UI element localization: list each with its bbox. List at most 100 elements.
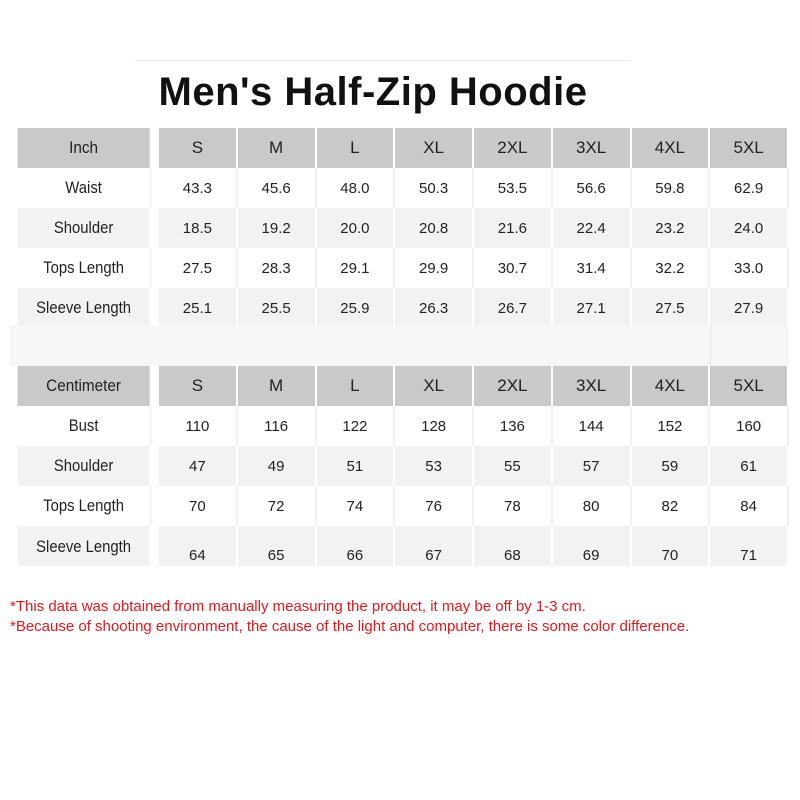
measurement-label: Tops Length	[17, 248, 152, 288]
measurement-value: 70	[159, 486, 238, 526]
measurement-value: 59	[631, 446, 711, 486]
measurement-value: 48.0	[316, 168, 396, 208]
table-row: Sleeve Length 25.1 25.5 25.9 26.3 26.7 27.1 27.…	[10, 288, 789, 328]
table-header-row: Centimeter S M L XL 2XL 3XL 4XL 5XL	[10, 366, 789, 406]
measurement-value: 62.9	[710, 168, 789, 208]
measurement-value: 144	[552, 406, 632, 446]
measurement-value: 69	[552, 526, 632, 566]
measurement-value: 72	[237, 486, 317, 526]
size-header: 2XL	[474, 366, 553, 406]
measurement-value: 19.2	[237, 208, 317, 248]
measurement-value: 31.4	[552, 248, 632, 288]
size-header: 2XL	[474, 128, 553, 168]
measurement-value: 66	[316, 526, 396, 566]
measurement-value: 61	[710, 446, 789, 486]
measurement-value: 74	[316, 486, 396, 526]
table-spacer	[10, 326, 789, 366]
table-row: Shoulder 18.5 19.2 20.0 20.8 21.6 22.4 23.2 24.0	[10, 208, 789, 248]
measurement-value: 24.0	[710, 208, 789, 248]
unit-header: Centimeter	[17, 366, 152, 406]
measurement-value: 71	[710, 526, 789, 566]
measurement-value: 20.8	[395, 208, 474, 248]
measurement-value: 56.6	[552, 168, 632, 208]
measurement-value: 21.6	[474, 208, 553, 248]
measurement-value: 45.6	[237, 168, 317, 208]
measurement-value: 30.7	[474, 248, 553, 288]
table-row: Tops Length 27.5 28.3 29.1 29.9 30.7 31.4 32.2 3…	[10, 248, 789, 288]
measurement-value: 29.1	[316, 248, 396, 288]
page-title: Men's Half-Zip Hoodie	[158, 70, 588, 114]
measurement-value: 160	[710, 406, 789, 446]
size-header: 4XL	[631, 366, 711, 406]
measurement-value: 122	[316, 406, 396, 446]
table-row: Bust 110 116 122 128 136 144 152 160	[10, 406, 789, 446]
measurement-value: 76	[395, 486, 474, 526]
size-header: 3XL	[552, 366, 632, 406]
measurement-value: 49	[237, 446, 317, 486]
measurement-value: 26.7	[474, 288, 553, 328]
measurement-label: Tops Length	[17, 486, 152, 526]
measurement-value: 27.5	[159, 248, 238, 288]
measurement-value: 18.5	[159, 208, 238, 248]
measurement-value: 33.0	[710, 248, 789, 288]
measurement-value: 27.1	[552, 288, 632, 328]
size-header: XL	[395, 128, 474, 168]
measurement-value: 32.2	[631, 248, 711, 288]
measurement-value: 55	[474, 446, 553, 486]
size-header: 5XL	[710, 128, 789, 168]
measurement-value: 128	[395, 406, 474, 446]
measurement-value: 70	[631, 526, 711, 566]
measurement-value: 68	[474, 526, 553, 566]
measurement-value: 27.5	[631, 288, 711, 328]
measurement-value: 82	[631, 486, 711, 526]
measurement-value: 136	[474, 406, 553, 446]
size-header: L	[316, 128, 396, 168]
measurement-value: 116	[237, 406, 317, 446]
measurement-value: 65	[237, 526, 317, 566]
note-color: *Because of shooting environment, the ca…	[10, 618, 690, 635]
measurement-value: 28.3	[237, 248, 317, 288]
measurement-value: 20.0	[316, 208, 396, 248]
size-header: 4XL	[631, 128, 711, 168]
measurement-value: 110	[159, 406, 238, 446]
measurement-value: 80	[552, 486, 632, 526]
measurement-value: 25.1	[159, 288, 238, 328]
size-table-centimeter: Centimeter S M L XL 2XL 3XL 4XL 5XL Bust 110 116 122…	[10, 366, 789, 566]
table-row: Waist 43.3 45.6 48.0 50.3 53.5 56.6 59.8 62.9	[10, 168, 789, 208]
measurement-value: 84	[710, 486, 789, 526]
size-header: M	[237, 128, 317, 168]
measurement-label: Shoulder	[17, 446, 152, 486]
measurement-value: 22.4	[552, 208, 632, 248]
notes: *This data was obtained from manually me…	[10, 597, 689, 637]
size-header: S	[159, 128, 238, 168]
measurement-value: 67	[395, 526, 474, 566]
table-row: Shoulder 47 49 51 53 55 57 59 61	[10, 446, 789, 486]
size-header: M	[237, 366, 317, 406]
measurement-value: 26.3	[395, 288, 474, 328]
size-header: L	[316, 366, 396, 406]
measurement-label: Sleeve Length	[17, 288, 152, 328]
table-header-row: Inch S M L XL 2XL 3XL 4XL 5XL	[10, 128, 789, 168]
measurement-value: 29.9	[395, 248, 474, 288]
size-header: S	[159, 366, 238, 406]
measurement-value: 53	[395, 446, 474, 486]
unit-header: Inch	[17, 128, 152, 168]
size-header: XL	[395, 366, 474, 406]
table-row: Sleeve Length 64 65 66 67 68 69 70 71	[10, 526, 789, 566]
size-header: 5XL	[710, 366, 789, 406]
measurement-value: 47	[159, 446, 238, 486]
measurement-value: 51	[316, 446, 396, 486]
measurement-value: 25.9	[316, 288, 396, 328]
measurement-label: Sleeve Length	[17, 526, 152, 566]
measurement-label: Bust	[17, 406, 152, 446]
measurement-value: 59.8	[631, 168, 711, 208]
size-table-inch: Inch S M L XL 2XL 3XL 4XL 5XL Waist 43.3 45.6 48.0 50…	[10, 128, 789, 328]
measurement-value: 64	[159, 526, 238, 566]
measurement-value: 25.5	[237, 288, 317, 328]
measurement-value: 57	[552, 446, 632, 486]
measurement-value: 50.3	[395, 168, 474, 208]
title-divider	[135, 60, 630, 61]
measurement-value: 152	[631, 406, 711, 446]
table-row: Tops Length 70 72 74 76 78 80 82 84	[10, 486, 789, 526]
measurement-value: 43.3	[159, 168, 238, 208]
